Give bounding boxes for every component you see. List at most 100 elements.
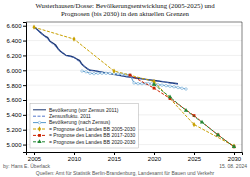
- marker: [109, 72, 112, 75]
- tick: 5.000: [6, 142, 26, 148]
- tick-label: 2015: [108, 156, 122, 162]
- tick-mark: [23, 145, 26, 146]
- tick-mark: [74, 152, 75, 155]
- marker: [165, 84, 168, 87]
- tick-mark: [23, 85, 26, 86]
- tick-label: 6.000: [6, 68, 22, 74]
- legend-swatch: [33, 116, 46, 117]
- legend-item: Bevölkerung (vor Zensus 2011): [33, 107, 119, 113]
- tick-label: 5.800: [6, 83, 22, 89]
- marker: [137, 82, 140, 85]
- tick-label: 2005: [28, 156, 42, 162]
- tick-mark: [23, 130, 26, 131]
- footnote: 15. 08. 2024: [219, 163, 247, 169]
- tick: 5.600: [6, 97, 26, 103]
- marker: [101, 72, 104, 75]
- tick: 2010: [68, 152, 82, 162]
- tick-mark: [194, 152, 195, 155]
- tick-label: 2020: [148, 156, 162, 162]
- tick: 6.600: [6, 23, 26, 29]
- tick-mark: [234, 152, 235, 155]
- marker: [85, 71, 88, 74]
- marker: [232, 144, 236, 148]
- legend-label: Zensusfluktu. 2011: [49, 113, 91, 119]
- grid-line: [26, 70, 242, 71]
- marker: [129, 74, 132, 77]
- tick-label: 2025: [188, 156, 202, 162]
- tick-label: 2010: [68, 156, 82, 162]
- series-line: [82, 71, 186, 89]
- series-line: [34, 27, 234, 146]
- title-line: Prognosen (bis 2030) in den aktuellen Gr…: [61, 10, 190, 18]
- grid: [26, 26, 242, 145]
- tick-mark: [23, 55, 26, 56]
- legend-swatch: [33, 109, 46, 110]
- marker: [150, 82, 153, 85]
- series-line: [34, 27, 178, 84]
- legend-marker: [38, 126, 41, 131]
- axis-line: [27, 153, 243, 156]
- series-line: [154, 84, 234, 146]
- series-line: [34, 27, 178, 84]
- tick: 5.200: [6, 127, 26, 133]
- grid-line: [26, 100, 242, 101]
- marks: [32, 25, 236, 149]
- tick-mark: [154, 152, 155, 155]
- y-axis: 5.000 5.200 5.400 5.600 5.800 6.000 6.200 6.400…: [6, 23, 26, 153]
- legend-label: = Prognose des Landes BB 2005-2030: [49, 126, 136, 132]
- legend-item: = Prognose des Landes BB 2017-2030: [33, 132, 136, 138]
- marker: [32, 25, 35, 30]
- marker: [72, 36, 75, 41]
- legend-item: Bevölkerung (nach Zensus): [33, 119, 110, 125]
- tick-label: 6.600: [6, 23, 22, 29]
- marker: [177, 86, 180, 89]
- marker: [97, 72, 100, 75]
- legend-item: = Prognose des Landes BB 2005-2030: [33, 126, 136, 132]
- legend-label: = Prognose des Landes BB 2017-2030: [49, 132, 136, 138]
- marker: [216, 132, 220, 136]
- legend-swatch: [33, 135, 46, 136]
- grid-line: [26, 55, 242, 56]
- legend-swatch: [33, 122, 46, 123]
- title-line: Wusterhausen/Dosse: Bevölkerungsentwickl…: [35, 2, 215, 10]
- legend-item: = Prognose des Landes BB 2020-2030: [33, 139, 136, 145]
- grid-line: [26, 40, 242, 41]
- frame-top: [26, 22, 242, 23]
- title: Wusterhausen/Dosse: Bevölkerungsentwickl…: [35, 2, 215, 18]
- footnote: Quellen: Amt für Statistik Berlin-Brande…: [36, 170, 215, 176]
- marker: [153, 87, 156, 90]
- marker: [173, 86, 176, 89]
- marker: [184, 108, 188, 112]
- axis-line: [23, 23, 27, 153]
- tick-mark: [23, 100, 26, 101]
- tick-label: 5.200: [6, 127, 22, 133]
- legend-label: Bevölkerung (vor Zensus 2011): [49, 107, 119, 113]
- grid-line: [26, 25, 242, 26]
- marker: [181, 87, 184, 90]
- chart: Wusterhausen/Dosse: Bevölkerungsentwickl…: [0, 0, 250, 177]
- marker: [192, 122, 195, 127]
- grid-line: [26, 85, 242, 86]
- legend-marker: [37, 139, 41, 143]
- tick-label: 5.400: [6, 112, 22, 118]
- tick: 6.000: [6, 68, 26, 74]
- footnote: by: Hans E. Überlack: [3, 163, 50, 169]
- marker: [141, 82, 144, 85]
- tick-mark: [23, 70, 26, 71]
- legend-label: = Prognose des Landes BB 2020-2030: [49, 139, 136, 145]
- marker: [200, 120, 204, 124]
- marker: [89, 72, 92, 75]
- plot: 2005201020152020202520305.0005.2005.4005…: [6, 22, 242, 162]
- tick: 5.400: [6, 112, 26, 118]
- marker: [105, 72, 108, 75]
- tick-mark: [23, 115, 26, 116]
- legend: Bevölkerung (vor Zensus 2011)Zensusflukt…: [30, 104, 138, 148]
- marker: [152, 82, 156, 86]
- tick-mark: [34, 152, 35, 155]
- tick: 6.400: [6, 38, 26, 44]
- tick-mark: [114, 152, 115, 155]
- frame-right: [242, 22, 243, 152]
- tick: 6.200: [6, 53, 26, 59]
- tick-label: 6.200: [6, 53, 22, 59]
- tick-label: 6.400: [6, 38, 22, 44]
